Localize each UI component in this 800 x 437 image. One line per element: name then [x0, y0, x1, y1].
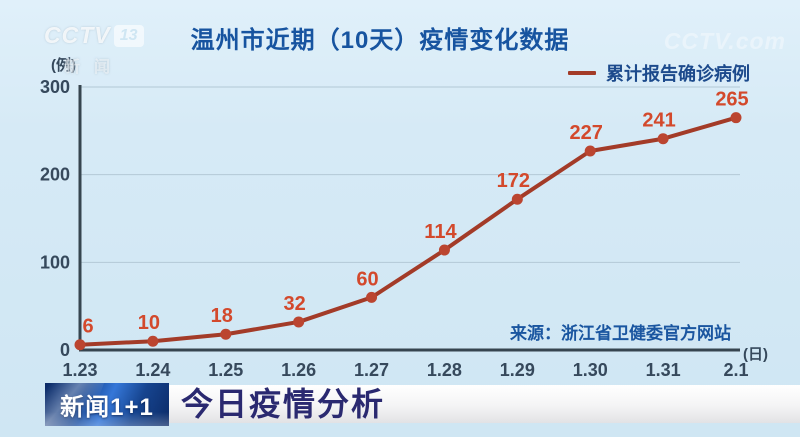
data-label-1.23: 6 — [82, 316, 93, 338]
x-tick-1.24: 1.24 — [135, 360, 170, 380]
y-tick-100: 100 — [40, 252, 70, 272]
x-axis-unit: (日) — [743, 346, 768, 363]
source-note: 来源：浙江省卫健委官方网站 — [510, 324, 731, 343]
x-tick-1.27: 1.27 — [354, 360, 389, 380]
chart-title: 温州市近期（10天）疫情变化数据 — [190, 27, 570, 54]
headline-bar: 今日疫情分析 — [169, 385, 800, 423]
y-axis-unit: (例) — [51, 56, 76, 74]
y-tick-200: 200 — [40, 165, 70, 185]
series-line — [78, 115, 738, 347]
x-tick-1.23: 1.23 — [62, 360, 97, 380]
line-chart: 0 100 200 300 1.23 1.24 1.25 1.26 1.27 1.28 1.29 1.… — [40, 56, 768, 380]
data-point-1.30 — [584, 145, 596, 157]
data-point-1.23 — [74, 339, 86, 351]
x-tick-1.31: 1.31 — [646, 360, 681, 380]
lower-third-banner: 新闻1+1 今日疫情分析 — [45, 383, 800, 426]
data-point-1.27 — [366, 291, 378, 303]
station-sub-label: 新闻 — [64, 59, 125, 76]
news1plus1-logo: 新闻1+1 — [45, 383, 169, 426]
data-label-1.29: 172 — [497, 170, 530, 192]
data-point-1.24 — [147, 335, 159, 347]
data-label-1.30: 227 — [570, 122, 603, 144]
data-label-1.28: 114 — [424, 221, 457, 243]
y-tick-300: 300 — [40, 77, 70, 97]
data-point-1.29 — [511, 193, 523, 205]
data-point-2.1 — [730, 112, 742, 124]
chart-legend: 累计报告确诊病例 — [568, 60, 750, 86]
legend-line-swatch — [568, 71, 596, 75]
data-point-1.28 — [438, 244, 450, 256]
cctv-logo-text: CCTV — [44, 22, 111, 48]
data-point-1.26 — [293, 316, 305, 328]
data-label-1.27: 60 — [356, 268, 378, 290]
x-tick-1.29: 1.29 — [500, 360, 535, 380]
station-logo: CCTV 13 新闻 — [44, 22, 144, 77]
x-tick-2.1: 2.1 — [723, 360, 748, 380]
channel-13-badge: 13 — [113, 24, 144, 47]
y-tick-0: 0 — [60, 340, 70, 360]
data-label-2.1: 265 — [715, 89, 748, 111]
data-point-1.25 — [220, 328, 232, 340]
data-point-1.31 — [657, 133, 669, 145]
legend-label: 累计报告确诊病例 — [606, 64, 750, 84]
data-label-1.31: 241 — [642, 110, 675, 132]
headline-text: 今日疫情分析 — [181, 386, 386, 422]
data-label-1.24: 10 — [138, 312, 160, 334]
data-label-1.26: 32 — [284, 293, 306, 315]
x-tick-1.26: 1.26 — [281, 360, 316, 380]
x-tick-1.25: 1.25 — [208, 360, 243, 380]
data-label-1.25: 18 — [211, 305, 233, 327]
cctv-watermark: CCTV.com — [663, 28, 786, 54]
x-tick-1.30: 1.30 — [573, 360, 608, 380]
x-tick-1.28: 1.28 — [427, 360, 462, 380]
